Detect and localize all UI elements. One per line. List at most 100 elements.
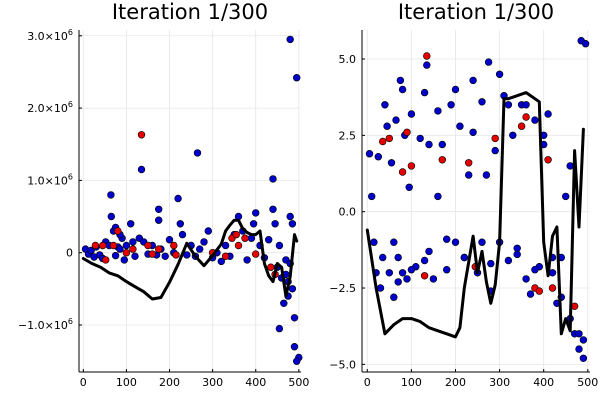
blue-data-point: [561, 192, 570, 201]
blue-data-point: [269, 175, 277, 183]
blue-data-point: [368, 192, 376, 201]
blue-data-point: [579, 336, 588, 344]
red-data-point: [114, 227, 122, 235]
fit-curve: [81, 218, 299, 301]
blue-data-point: [271, 220, 279, 228]
blue-data-point: [531, 116, 539, 124]
y-tick-label: 2.5: [339, 129, 357, 142]
red-data-point: [267, 263, 275, 271]
blue-data-point: [217, 257, 226, 266]
red-data-point: [385, 134, 393, 143]
red-data-point: [170, 241, 178, 250]
y-tick-label: 5.0: [339, 53, 357, 66]
blue-data-point: [405, 183, 413, 192]
blue-data-point: [491, 146, 499, 155]
x-tick-label: 300: [202, 376, 223, 389]
blue-data-point: [407, 110, 416, 118]
blue-data-point: [451, 85, 460, 94]
red-data-point: [517, 122, 526, 130]
red-data-point: [101, 256, 110, 264]
blue-data-point: [504, 101, 513, 109]
blue-data-point: [196, 245, 204, 253]
blue-data-point: [126, 220, 135, 228]
blue-data-point: [174, 194, 182, 203]
blue-data-point: [131, 252, 139, 260]
blue-data-point: [443, 266, 451, 274]
blue-data-point: [200, 238, 208, 246]
blue-data-point: [165, 236, 174, 244]
blue-data-point: [392, 116, 400, 124]
blue-data-point: [193, 149, 202, 157]
blue-data-point: [122, 241, 131, 250]
y-tick-label: −1.0×106: [18, 317, 73, 332]
blue-data-point: [487, 259, 495, 268]
blue-data-point: [425, 140, 433, 149]
y-tick-label: −2.5: [329, 282, 356, 295]
blue-data-point: [290, 314, 299, 322]
blue-data-point: [178, 230, 187, 239]
blue-data-point: [398, 85, 407, 94]
blue-data-point: [420, 256, 429, 265]
red-data-point: [144, 241, 152, 250]
right-plot-panel: 0 100 200 300 400 500 −5.0 −2.5 0.0 2.5 5.0 Iterati…: [329, 0, 598, 389]
blue-data-point: [390, 238, 398, 246]
red-data-point: [98, 241, 107, 250]
blue-data-point: [379, 253, 387, 262]
blue-data-point: [87, 246, 95, 255]
blue-data-point: [575, 330, 583, 338]
blue-data-point: [416, 134, 424, 143]
blue-data-point: [390, 293, 398, 301]
x-tick-label: 200: [159, 376, 180, 389]
blue-data-point: [204, 227, 213, 235]
blue-data-point: [469, 128, 477, 137]
blue-data-point: [275, 241, 284, 250]
blue-data-point: [286, 212, 294, 221]
red-data-point: [403, 128, 411, 137]
red-data-point: [148, 250, 157, 258]
x-tick-label: 0: [80, 376, 87, 389]
blue-data-point: [522, 101, 530, 109]
blue-data-point: [513, 244, 521, 253]
blue-data-point: [396, 76, 405, 85]
blue-data-point: [252, 209, 260, 217]
blue-data-point: [509, 131, 517, 140]
red-data-point: [465, 159, 473, 167]
red-data-point: [379, 137, 387, 146]
blue-data-point: [385, 269, 393, 277]
blue-data-point: [484, 58, 493, 66]
blue-data-point: [434, 192, 442, 201]
x-tick-label: 500: [577, 376, 598, 389]
y-tick-label: −5.0: [329, 358, 356, 371]
fit-curve: [365, 91, 585, 339]
blue-data-point: [420, 88, 429, 97]
blue-data-point: [293, 357, 301, 365]
blue-data-point: [566, 162, 574, 170]
blue-data-point: [365, 150, 374, 158]
blue-data-point: [403, 275, 411, 283]
red-data-point: [234, 241, 243, 250]
y-tick-label: 0: [66, 247, 73, 260]
blue-data-point: [423, 61, 431, 69]
chart-title: Iteration 1/300: [112, 0, 268, 24]
blue-data-point: [275, 324, 284, 333]
red-data-point: [91, 241, 100, 250]
blue-data-point: [381, 101, 389, 109]
y-tick-label: 1.0×106: [27, 172, 73, 187]
blue-data-point: [522, 275, 530, 283]
blue-data-point: [374, 153, 382, 161]
blue-data-point: [465, 171, 473, 179]
blue-data-point: [425, 247, 433, 256]
blue-data-point: [265, 236, 273, 244]
blue-data-point: [288, 285, 297, 293]
blue-data-point: [438, 140, 446, 149]
red-data-point: [522, 113, 530, 121]
blue-data-point: [447, 101, 455, 109]
red-data-point: [438, 156, 446, 164]
red-data-point: [155, 245, 163, 253]
red-data-point: [491, 134, 499, 143]
x-tick-label: 100: [401, 376, 422, 389]
blue-data-point: [370, 238, 378, 246]
blue-data-point: [398, 269, 407, 277]
red-data-point: [252, 250, 260, 258]
